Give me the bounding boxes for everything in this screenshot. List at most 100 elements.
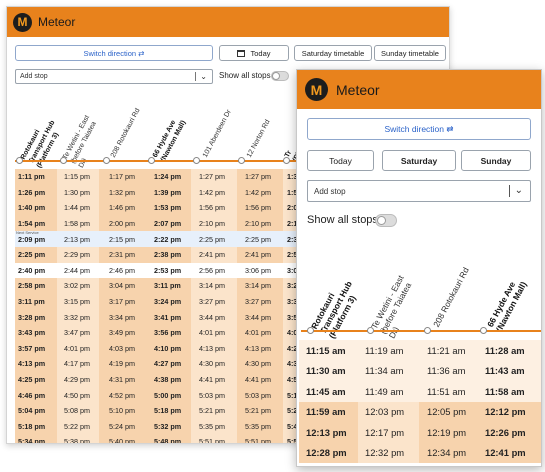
time-value: 3:34 pm [109, 312, 135, 322]
time-cell: 5:51 pm [191, 434, 237, 443]
time-cell: 3:27 pm [191, 293, 237, 310]
time-value: 3:5 [287, 312, 298, 322]
time-value: 4:46 pm [18, 390, 46, 400]
time-value: 3:0 [287, 265, 298, 275]
time-cell: 5:03 pm [237, 387, 283, 403]
time-value: 11:58 am [485, 385, 525, 397]
time-cell: 12:13 pm [299, 422, 358, 443]
time-value: 4:01 pm [245, 328, 271, 338]
stop-dot [60, 157, 67, 164]
time-value: 4:27 pm [154, 359, 182, 369]
time-value: 3:11 pm [154, 281, 181, 291]
time-value: 12:28 pm [306, 447, 347, 459]
time-value: 12:41 pm [485, 447, 526, 459]
time-value: 5:32 pm [154, 421, 182, 431]
time-cell: 3:43 pm [15, 324, 57, 341]
mobile-timetable-view: M Meteor Switch direction ⇄ Today Saturd… [296, 69, 542, 467]
add-stop-select[interactable]: Add stop ⌄ [15, 69, 213, 84]
chevron-down-icon[interactable]: ⌄ [514, 185, 523, 196]
time-value: 5:21 pm [199, 406, 225, 416]
today-button[interactable]: Today [307, 150, 374, 171]
saturday-button[interactable]: Saturday [382, 150, 456, 171]
time-value: 4:10 pm [154, 343, 182, 353]
today-button[interactable]: Today [219, 45, 289, 61]
switch-direction-button[interactable]: Switch direction ⇄ [15, 45, 213, 61]
saturday-timetable-button[interactable]: Saturday timetable [294, 45, 372, 61]
show-all-stops-toggle[interactable] [271, 71, 289, 81]
time-cell: 3:44 pm [191, 309, 237, 325]
time-cell: 12:05 pm [419, 401, 479, 422]
stop-header-hyde-ave: 66 Hyde Ave (Nawton Mall) [151, 115, 188, 164]
time-cell: 5:21 pm [191, 402, 237, 419]
time-cell: 5:04 pm [15, 402, 57, 419]
time-cell: 3:11 pm [146, 278, 191, 294]
time-cell: 4:03 pm [99, 340, 146, 357]
table-row: 5:04 pm 5:08 pm 5:10 pm 5:18 pm 5:21 pm 5:21 … [15, 402, 449, 419]
time-cell: 11:45 am [299, 381, 358, 402]
time-cell: 5:40 pm [99, 434, 146, 443]
time-value: 5:18 pm [154, 406, 182, 416]
time-value: 2:31 pm [109, 250, 135, 260]
today-label: Today [250, 48, 271, 58]
time-value: 5:34 pm [18, 437, 46, 444]
time-value: 1:26 pm [18, 187, 46, 197]
time-value: 1:15 pm [64, 172, 90, 182]
time-cell: 3:56 pm [146, 324, 191, 341]
stop-dot [307, 327, 314, 334]
time-value: 4:01 pm [64, 343, 90, 353]
time-value: 2:10 pm [245, 219, 271, 229]
time-cell: 4:27 pm [146, 356, 191, 372]
time-value: 1:39 pm [154, 187, 182, 197]
switch-direction-button[interactable]: Switch direction ⇄ [307, 118, 531, 140]
chevron-down-icon[interactable]: ⌄ [200, 72, 207, 81]
time-cell: 3:14 pm [237, 278, 283, 294]
time-cell: 5:48 pm [146, 434, 191, 443]
time-value: 4:03 pm [109, 343, 135, 353]
time-value: 12:19 pm [427, 426, 467, 438]
time-cell: 2:15 pm [99, 231, 146, 247]
add-stop-select[interactable]: Add stop ⌄ [307, 180, 531, 202]
time-cell: 3:15 pm [57, 293, 99, 310]
time-value: 2:10 pm [199, 219, 225, 229]
time-value: 5:08 pm [64, 406, 90, 416]
time-cell: 2:56 pm [191, 262, 237, 279]
time-value: 5:35 pm [199, 421, 225, 431]
time-cell: 11:15 am [299, 340, 358, 361]
show-all-stops-toggle[interactable] [375, 214, 397, 227]
table-row: 1:40 pm 1:44 pm 1:46 pm 1:53 pm 1:56 pm 1:56 … [15, 200, 449, 216]
time-cell: 4:30 pm [237, 356, 283, 372]
table-row: 11:30 am 11:34 am 11:36 am 11:43 am [299, 360, 541, 381]
time-value: 5:35 pm [245, 421, 271, 431]
time-cell: 3:27 pm [237, 293, 283, 310]
time-cell: 11:49 am [358, 381, 419, 402]
sunday-button[interactable]: Sunday [461, 150, 531, 171]
time-cell: 1:15 pm [57, 169, 99, 185]
time-cell: 1:26 pm [15, 184, 57, 201]
time-value: 1:24 pm [154, 172, 182, 182]
time-cell: 2:07 pm [146, 215, 191, 232]
time-cell: 12:03 pm [358, 401, 419, 422]
time-cell: 4:01 pm [191, 324, 237, 341]
time-cell: 2:41 pm [237, 246, 283, 263]
time-cell: 4:13 pm [15, 356, 57, 372]
time-value: 2:38 pm [154, 250, 182, 260]
time-value: 3:44 pm [245, 312, 271, 322]
time-value: 4:30 pm [199, 359, 225, 369]
time-value: 5:51 pm [245, 437, 271, 444]
time-cell: 3:17 pm [99, 293, 146, 310]
time-cell: 4:13 pm [237, 340, 283, 357]
sunday-timetable-button[interactable]: Sunday timetable [374, 45, 446, 61]
time-cell: 11:51 am [419, 381, 479, 402]
time-cell: 3:24 pm [146, 293, 191, 310]
time-value: 2:25 pm [18, 250, 46, 260]
stop-dot [283, 157, 290, 164]
time-value: 4:29 pm [64, 375, 90, 385]
table-row: 4:13 pm 4:17 pm 4:19 pm 4:27 pm 4:30 pm 4:30 … [15, 356, 449, 372]
time-value: 3:57 pm [18, 343, 46, 353]
time-cell: 11:30 am [299, 360, 358, 381]
time-value: 1:11 pm [18, 172, 45, 182]
time-value: 1:40 pm [18, 203, 46, 213]
time-cell: 3:57 pm [15, 340, 57, 357]
table-row: 11:59 am 12:03 pm 12:05 pm 12:12 pm [299, 401, 541, 422]
time-value: 2:3 [287, 234, 298, 244]
